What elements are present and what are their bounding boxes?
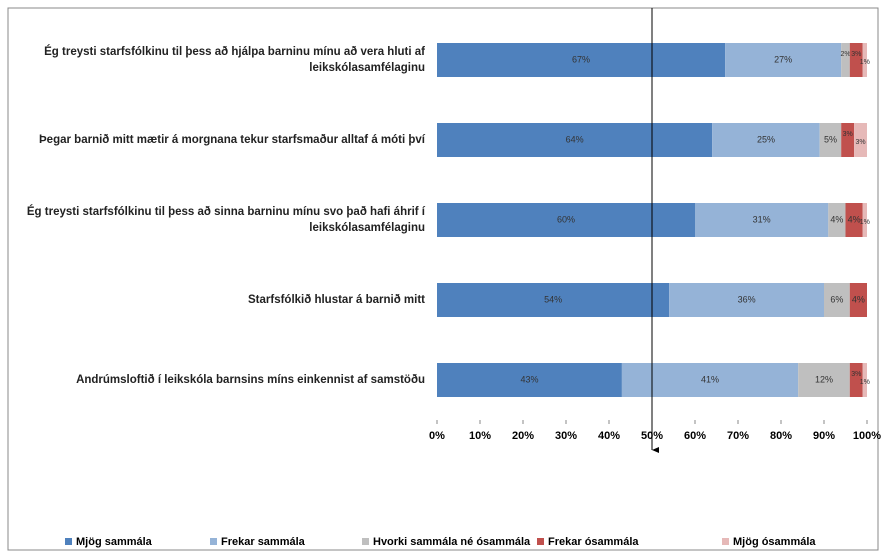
value-label: 2% — [840, 51, 850, 58]
value-label: 60% — [557, 214, 575, 224]
x-tick-label: 20% — [512, 430, 534, 442]
value-label: 3% — [851, 51, 861, 58]
value-label: 1% — [860, 379, 870, 386]
x-tick-label: 70% — [727, 430, 749, 442]
bar-segment — [854, 123, 867, 157]
bar-segment — [845, 203, 863, 237]
value-label: 12% — [815, 374, 833, 384]
value-label: 67% — [572, 54, 590, 64]
bar-segment — [621, 363, 799, 397]
bar-segment — [862, 203, 867, 237]
x-tick-label: 30% — [555, 430, 577, 442]
x-tick-label: 100% — [853, 430, 881, 442]
legend-label: Mjög ósammála — [733, 536, 816, 548]
value-label: 1% — [860, 219, 870, 226]
bar-segment — [712, 123, 820, 157]
legend-swatch — [362, 538, 369, 545]
legend-label: Hvorki sammála né ósammála — [373, 536, 531, 548]
legend-label: Mjög sammála — [76, 536, 153, 548]
legend-swatch — [537, 538, 544, 545]
bar-segment — [819, 123, 842, 157]
value-label: 36% — [738, 294, 756, 304]
bar-segment — [695, 203, 829, 237]
bar-segment — [849, 283, 867, 317]
bar-segment — [849, 43, 863, 77]
category-label: Starfsfólkið hlustar á barnið mitt — [248, 294, 425, 306]
bar-segment — [725, 43, 842, 77]
category-label: Ég treysti starfsfólkinu til þess að sin… — [26, 206, 425, 234]
value-label: 27% — [774, 54, 792, 64]
value-label: 3% — [855, 139, 865, 146]
legend-swatch — [722, 538, 729, 545]
value-label: 54% — [544, 294, 562, 304]
x-tick-label: 40% — [598, 430, 620, 442]
x-tick-label: 10% — [469, 430, 491, 442]
bar-segment — [437, 283, 670, 317]
value-label: 25% — [757, 134, 775, 144]
value-label: 5% — [824, 134, 837, 144]
value-label: 6% — [830, 294, 843, 304]
bar-segment — [849, 363, 863, 397]
bar-segment — [798, 363, 850, 397]
value-label: 31% — [753, 214, 771, 224]
x-tick-label: 0% — [429, 430, 445, 442]
value-label: 41% — [701, 374, 719, 384]
bar-segment — [862, 363, 867, 397]
value-label: 4% — [852, 294, 865, 304]
category-label: Andrúmsloftið í leikskóla barnsins míns … — [76, 374, 425, 386]
legend-swatch — [65, 538, 72, 545]
x-tick-label: 60% — [684, 430, 706, 442]
x-tick-label: 90% — [813, 430, 835, 442]
bar-segment — [437, 363, 622, 397]
bar-segment — [669, 283, 824, 317]
category-label: Ég treysti starfsfólkinu til þess að hjá… — [44, 46, 425, 74]
legend-label: Frekar sammála — [221, 536, 306, 548]
x-tick-label: 80% — [770, 430, 792, 442]
value-label: 1% — [860, 59, 870, 66]
value-label: 3% — [843, 131, 853, 138]
bar-segment — [841, 43, 850, 77]
legend-swatch — [210, 538, 217, 545]
bar-segment — [437, 43, 726, 77]
bar-segment — [437, 123, 713, 157]
value-label: 3% — [851, 371, 861, 378]
value-label: 4% — [830, 214, 843, 224]
value-label: 4% — [848, 214, 861, 224]
bar-segment — [828, 203, 846, 237]
value-label: 43% — [520, 374, 538, 384]
bar-segment — [824, 283, 850, 317]
bar-segment — [841, 123, 855, 157]
chart-border — [7, 7, 879, 551]
value-label: 64% — [566, 134, 584, 144]
legend-label: Frekar ósammála — [548, 536, 639, 548]
category-label: Þegar barnið mitt mætir á morgnana tekur… — [39, 134, 425, 146]
bar-segment — [862, 43, 867, 77]
